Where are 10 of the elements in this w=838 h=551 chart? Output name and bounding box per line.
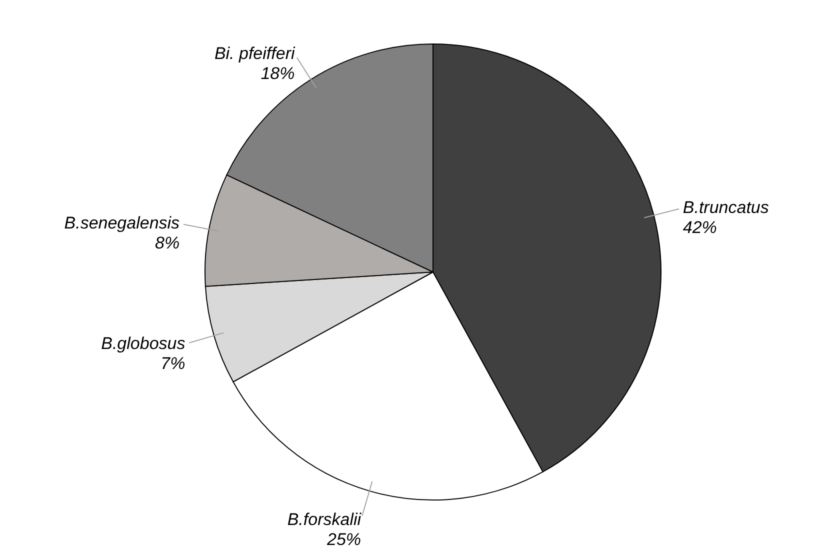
slice-label: B.globosus	[101, 334, 186, 353]
slice-label: B.forskalii	[287, 510, 362, 529]
data-label: 8%	[154, 234, 180, 253]
slice-label: Bi. pfeifferi	[214, 44, 296, 64]
data-label: 18%	[260, 64, 295, 84]
slice-label: B.truncatus	[682, 198, 770, 217]
data-label: 7%	[160, 354, 186, 373]
data-label: 25%	[326, 530, 362, 549]
data-label: 42%	[682, 218, 717, 237]
slice-label: B.senegalensis	[64, 214, 180, 233]
